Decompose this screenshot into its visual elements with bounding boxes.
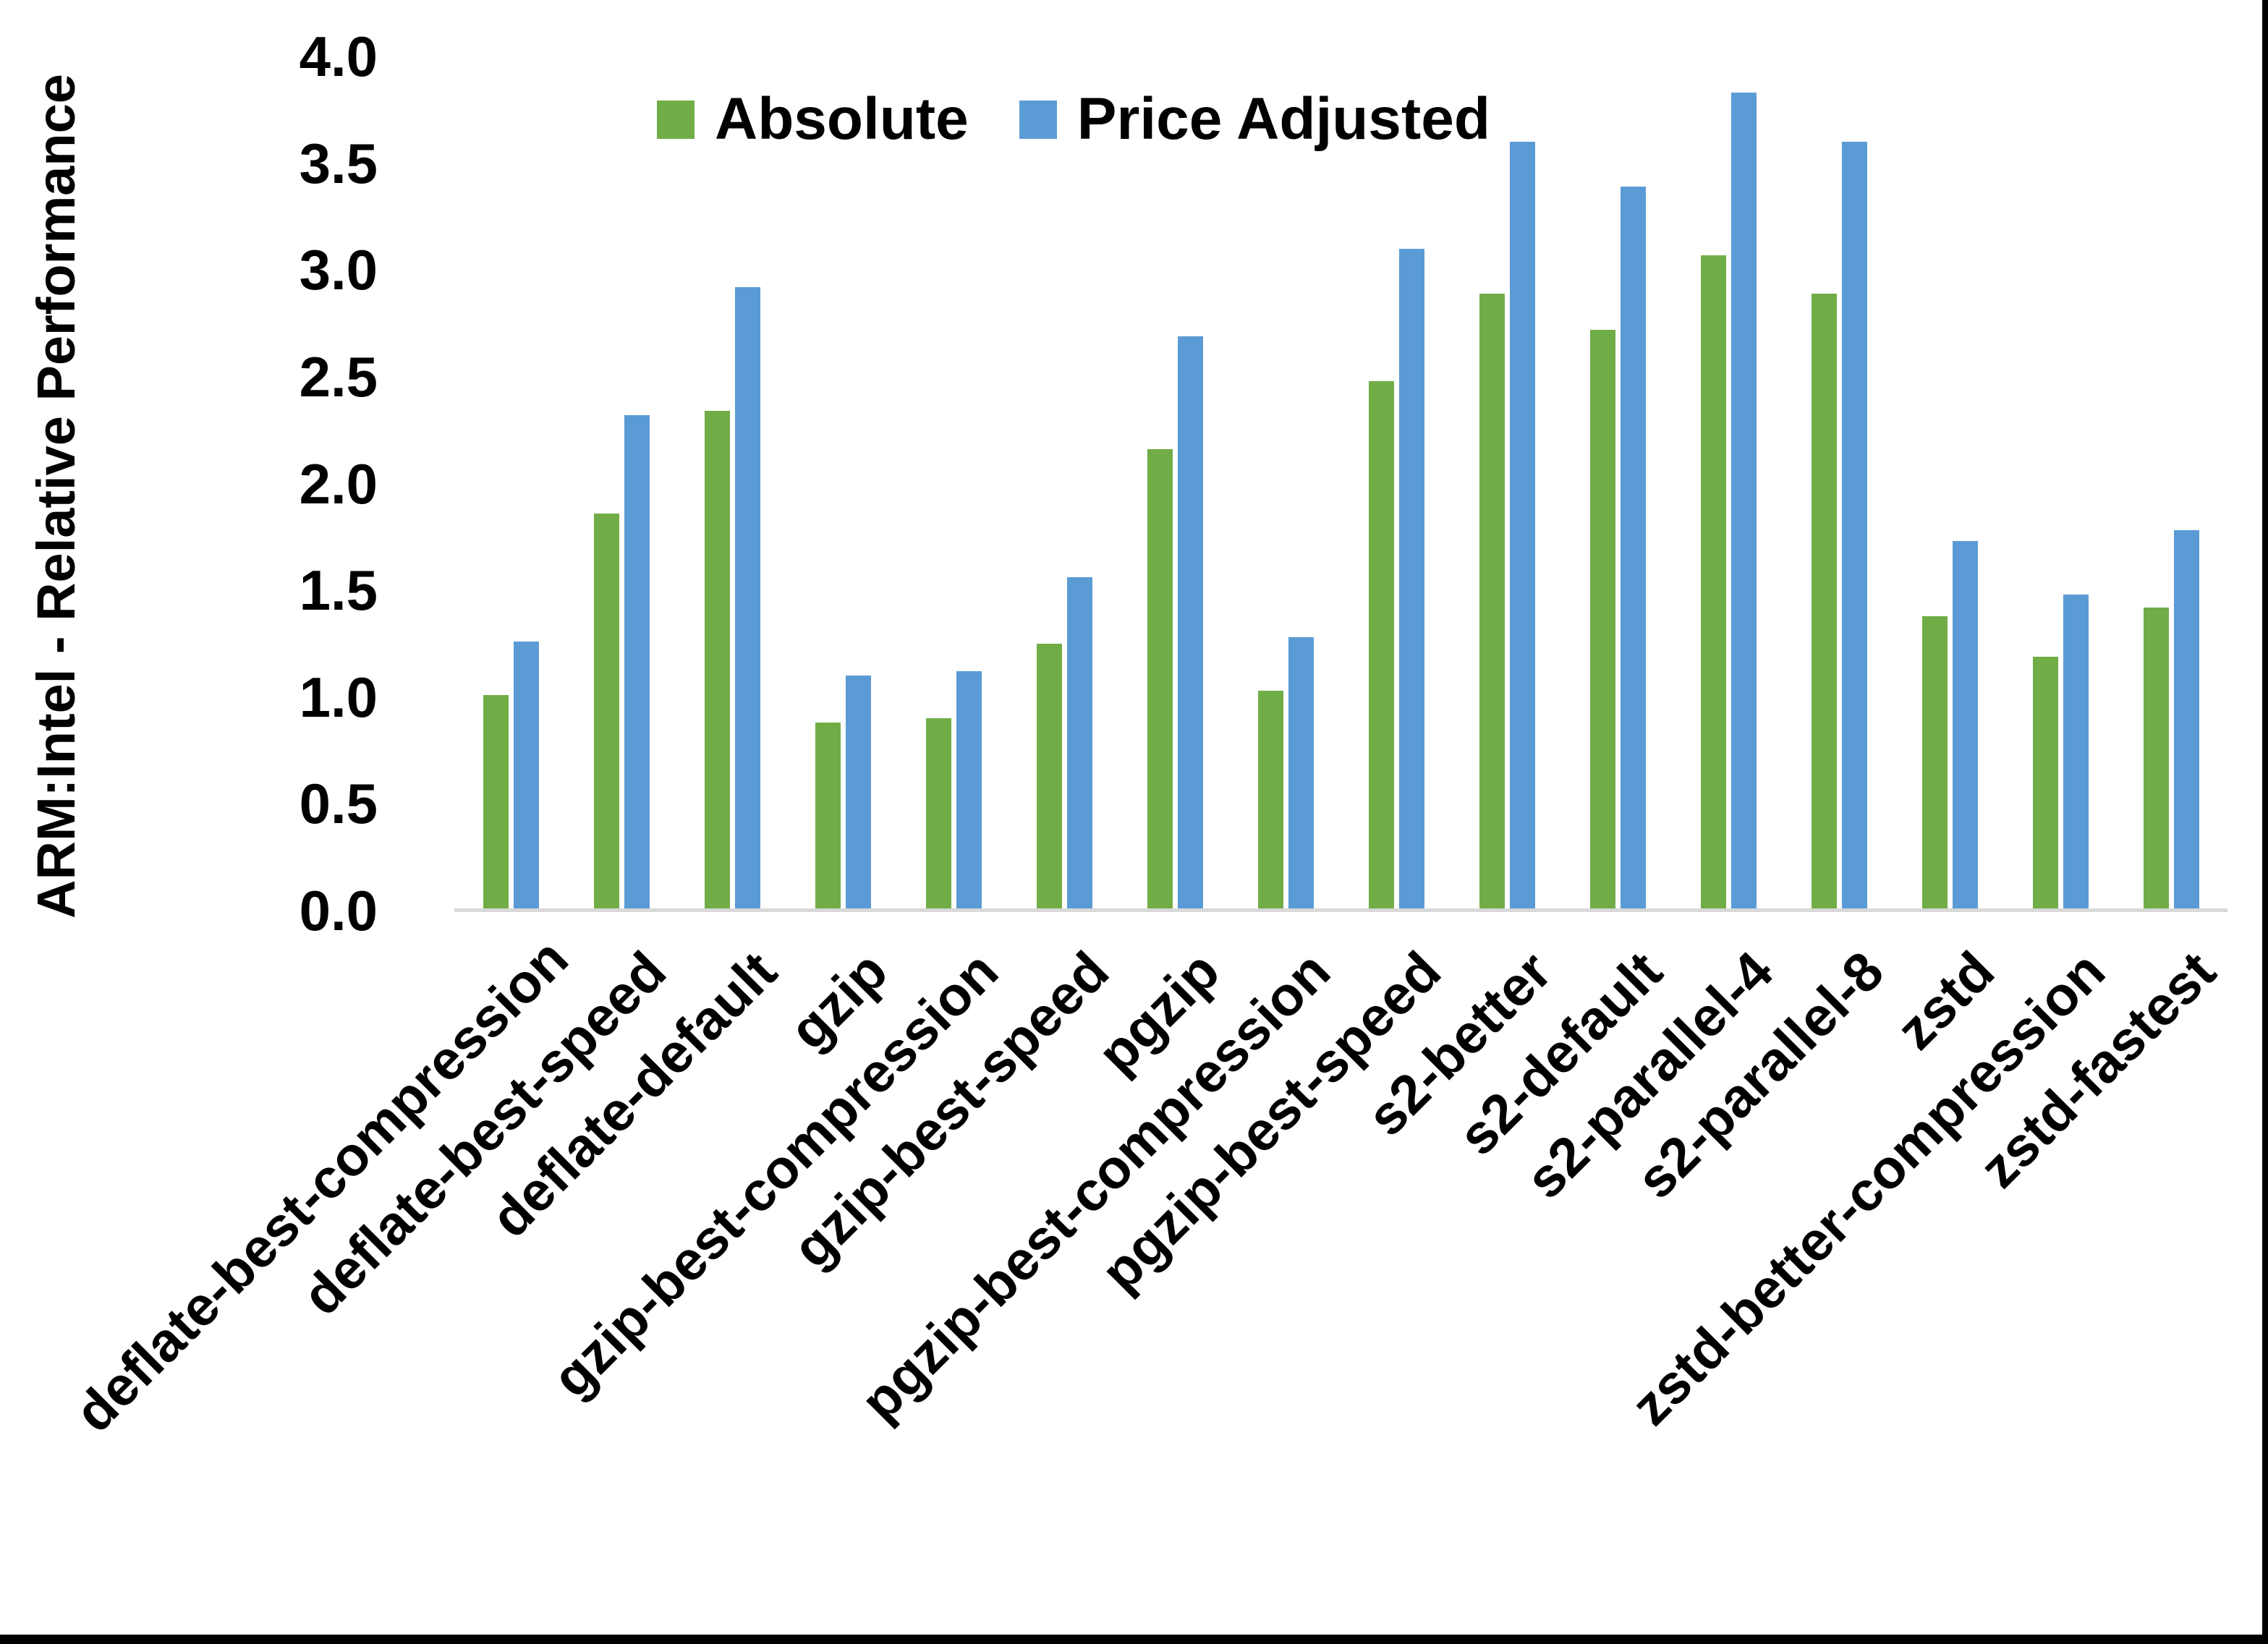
x-axis-line xyxy=(454,908,2227,912)
y-tick-label: 3.5 xyxy=(299,131,378,195)
bar-absolute-s2-default xyxy=(1590,330,1615,908)
bar-absolute-deflate-default xyxy=(705,411,730,908)
bar-price-adjusted-deflate-default xyxy=(735,287,760,908)
bar-absolute-zstd-fastest xyxy=(2144,608,2169,908)
legend-swatch-price-adjusted xyxy=(1019,100,1057,139)
bar-absolute-gzip-best-compression xyxy=(926,718,951,908)
y-tick-label: 3.0 xyxy=(299,238,378,302)
bar-price-adjusted-s2-parallel-8 xyxy=(1842,142,1867,908)
bar-price-adjusted-gzip-best-compression xyxy=(956,671,982,908)
bar-absolute-zstd xyxy=(1922,616,1948,908)
y-tick-label: 1.0 xyxy=(299,665,378,729)
bar-price-adjusted-deflate-best-compression xyxy=(514,642,539,908)
y-tick-label: 1.5 xyxy=(299,558,378,623)
legend-label-absolute: Absolute xyxy=(715,86,969,152)
bar-price-adjusted-s2-parallel-4 xyxy=(1731,93,1757,908)
legend-swatch-absolute xyxy=(657,100,695,139)
bar-absolute-s2-better xyxy=(1479,294,1505,908)
bar-price-adjusted-s2-better xyxy=(1510,142,1535,908)
y-axis-title: ARM:Intel - Relative Performance xyxy=(26,74,86,919)
y-tick-label: 0.5 xyxy=(299,772,378,836)
y-tick-label: 2.0 xyxy=(299,451,378,516)
bar-absolute-gzip-best-speed xyxy=(1037,644,1062,908)
bar-absolute-pgzip xyxy=(1147,449,1173,908)
y-tick-label: 4.0 xyxy=(299,25,378,88)
bar-price-adjusted-zstd-better-compression xyxy=(2063,595,2089,908)
bar-absolute-deflate-best-speed xyxy=(594,514,619,908)
bar-price-adjusted-pgzip-best-speed xyxy=(1399,249,1424,908)
bar-price-adjusted-pgzip-best-compression xyxy=(1288,637,1314,908)
bar-price-adjusted-deflate-best-speed xyxy=(624,415,650,908)
legend: Absolute Price Adjusted xyxy=(657,85,1490,153)
legend-label-price-adjusted: Price Adjusted xyxy=(1076,86,1490,152)
legend-item-price-adjusted: Price Adjusted xyxy=(1019,85,1490,153)
bar-absolute-s2-parallel-8 xyxy=(1812,294,1837,908)
bar-price-adjusted-s2-default xyxy=(1621,187,1646,908)
bar-absolute-pgzip-best-compression xyxy=(1258,691,1283,908)
bar-price-adjusted-zstd-fastest xyxy=(2174,530,2199,908)
bar-absolute-deflate-best-compression xyxy=(483,695,509,908)
bar-price-adjusted-gzip xyxy=(846,676,871,908)
bar-price-adjusted-gzip-best-speed xyxy=(1067,577,1092,908)
y-tick-label: 0.0 xyxy=(299,879,378,942)
bar-absolute-zstd-better-compression xyxy=(2033,657,2058,908)
bar-absolute-pgzip-best-speed xyxy=(1369,381,1394,908)
bar-price-adjusted-pgzip xyxy=(1178,336,1203,908)
bar-absolute-s2-parallel-4 xyxy=(1701,255,1726,908)
bar-price-adjusted-zstd xyxy=(1953,541,1978,908)
y-tick-label: 2.5 xyxy=(299,344,378,409)
bar-absolute-gzip xyxy=(815,723,841,908)
legend-item-absolute: Absolute xyxy=(657,85,969,153)
